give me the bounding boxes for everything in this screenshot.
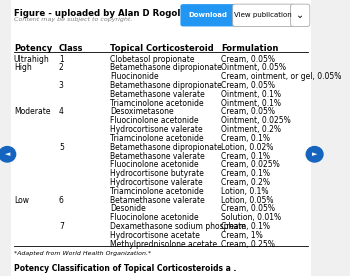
Text: Class: Class (59, 44, 83, 53)
Text: Fluocinonide: Fluocinonide (110, 72, 159, 81)
Text: Betamethasone valerate: Betamethasone valerate (110, 90, 205, 99)
Text: Ointment, 0.025%: Ointment, 0.025% (221, 116, 291, 125)
FancyBboxPatch shape (290, 4, 310, 26)
Text: 4: 4 (59, 107, 64, 116)
Text: Cream, 0.05%: Cream, 0.05% (221, 55, 275, 63)
Text: Methylprednisolone acetate: Methylprednisolone acetate (110, 240, 217, 249)
Text: ►: ► (312, 151, 317, 157)
Text: Clobetasol propionate: Clobetasol propionate (110, 55, 194, 63)
Text: Hydrocortisone valerate: Hydrocortisone valerate (110, 125, 203, 134)
Text: Hydrocortisone butyrate: Hydrocortisone butyrate (110, 169, 204, 178)
Text: Content may be subject to copyright.: Content may be subject to copyright. (14, 17, 132, 22)
Text: Betamethasone valerate: Betamethasone valerate (110, 196, 205, 205)
Text: 6: 6 (59, 196, 64, 205)
Text: *Adapted from World Health Organization.*: *Adapted from World Health Organization.… (14, 251, 151, 256)
FancyBboxPatch shape (11, 0, 311, 34)
Text: Ultrahigh: Ultrahigh (14, 55, 50, 63)
Text: Figure - uploaded by Alan D Rogol: Figure - uploaded by Alan D Rogol (14, 9, 180, 18)
Text: 1: 1 (59, 55, 64, 63)
Text: Cream, 0.1%: Cream, 0.1% (221, 222, 270, 231)
Circle shape (306, 147, 323, 162)
Text: Ointment, 0.1%: Ointment, 0.1% (221, 99, 281, 108)
Text: Desoximetasone: Desoximetasone (110, 107, 174, 116)
Text: Lotion, 0.1%: Lotion, 0.1% (221, 187, 268, 196)
Text: Hydrocortisone acetate: Hydrocortisone acetate (110, 231, 200, 240)
Text: Desonide: Desonide (110, 205, 146, 213)
Text: Cream, ointment, or gel, 0.05%: Cream, ointment, or gel, 0.05% (221, 72, 341, 81)
Text: Lotion, 0.05%: Lotion, 0.05% (221, 196, 273, 205)
Text: Cream, 0.05%: Cream, 0.05% (221, 81, 275, 90)
Text: Potency Classification of Topical Corticosteroids a .: Potency Classification of Topical Cortic… (14, 264, 236, 274)
Text: Triamcinolone acetonide: Triamcinolone acetonide (110, 99, 203, 108)
Text: Triamcinolone acetonide: Triamcinolone acetonide (110, 187, 203, 196)
Text: 7: 7 (59, 222, 64, 231)
Text: ◄: ◄ (5, 151, 10, 157)
Text: Cream, 0.05%: Cream, 0.05% (221, 107, 275, 116)
Text: Ointment, 0.1%: Ointment, 0.1% (221, 90, 281, 99)
Text: Cream, 0.1%: Cream, 0.1% (221, 134, 270, 143)
Text: Hydrocortisone valerate: Hydrocortisone valerate (110, 178, 203, 187)
Text: Fluocinolone acetonide: Fluocinolone acetonide (110, 116, 198, 125)
Text: Triamcinolone acetonide: Triamcinolone acetonide (110, 134, 203, 143)
Text: Formulation: Formulation (221, 44, 278, 53)
Text: View publication: View publication (234, 12, 292, 18)
Text: ⌄: ⌄ (296, 10, 304, 20)
Text: Low: Low (14, 196, 29, 205)
Text: Cream, 0.1%: Cream, 0.1% (221, 152, 270, 161)
Text: Dexamethasone sodium phosphate: Dexamethasone sodium phosphate (110, 222, 246, 231)
FancyBboxPatch shape (181, 4, 236, 26)
Text: Cream, 0.1%: Cream, 0.1% (221, 169, 270, 178)
Text: Cream, 0.05%: Cream, 0.05% (221, 205, 275, 213)
Text: Potency: Potency (14, 44, 52, 53)
Text: Cream, 0.2%: Cream, 0.2% (221, 178, 270, 187)
FancyBboxPatch shape (233, 4, 294, 26)
Text: High: High (14, 63, 32, 72)
Text: 2: 2 (59, 63, 64, 72)
Text: Solution, 0.01%: Solution, 0.01% (221, 213, 281, 222)
Text: Moderate: Moderate (14, 107, 50, 116)
Text: Betamethasone valerate: Betamethasone valerate (110, 152, 205, 161)
Text: Betamethasone dipropionate: Betamethasone dipropionate (110, 143, 222, 152)
Text: Ointment, 0.05%: Ointment, 0.05% (221, 63, 286, 72)
FancyBboxPatch shape (11, 34, 311, 275)
Text: 5: 5 (59, 143, 64, 152)
Text: Cream, 1%: Cream, 1% (221, 231, 263, 240)
Text: Fluocinolone acetonide: Fluocinolone acetonide (110, 160, 198, 169)
Text: Cream, 0.25%: Cream, 0.25% (221, 240, 275, 249)
Text: Topical Corticosteroid: Topical Corticosteroid (110, 44, 214, 53)
Text: Betamethasone dipropionate: Betamethasone dipropionate (110, 63, 222, 72)
Text: Betamethasone dipropionate: Betamethasone dipropionate (110, 81, 222, 90)
Text: Ointment, 0.2%: Ointment, 0.2% (221, 125, 281, 134)
Text: Download: Download (189, 12, 228, 18)
Text: Lotion, 0.02%: Lotion, 0.02% (221, 143, 273, 152)
Text: 3: 3 (59, 81, 64, 90)
Text: Cream, 0.025%: Cream, 0.025% (221, 160, 280, 169)
Circle shape (0, 147, 16, 162)
Text: Fluocinolone acetonide: Fluocinolone acetonide (110, 213, 198, 222)
